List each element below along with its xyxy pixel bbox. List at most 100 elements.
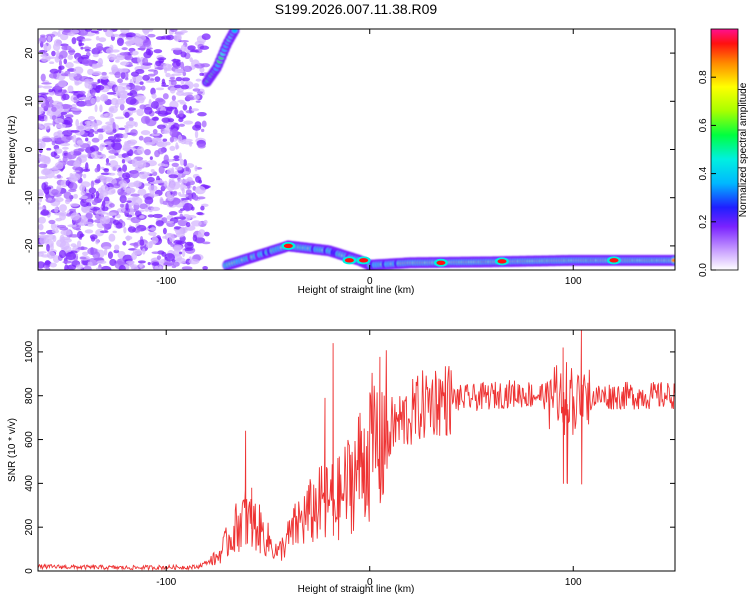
noise-speck — [167, 64, 173, 69]
noise-speck — [172, 190, 178, 196]
noise-speck — [153, 179, 165, 184]
noise-speck — [151, 116, 159, 121]
noise-speck — [94, 130, 99, 134]
noise-speck — [58, 29, 65, 32]
noise-speck — [128, 39, 140, 43]
noise-speck — [99, 216, 106, 225]
noise-speck — [38, 251, 47, 254]
noise-speck — [46, 251, 56, 259]
noise-speck — [87, 261, 93, 267]
noise-speck — [147, 69, 157, 72]
noise-speck — [165, 34, 175, 41]
noise-speck — [90, 97, 96, 105]
noise-speck — [164, 66, 168, 74]
noise-speck — [56, 111, 62, 117]
spectrogram-plot — [38, 29, 675, 270]
noise-speck — [55, 123, 66, 129]
noise-speck — [82, 251, 89, 256]
noise-speck — [80, 46, 84, 50]
noise-speck — [126, 214, 133, 218]
noise-speck — [170, 243, 175, 247]
noise-speck — [112, 183, 121, 189]
noise-speck — [125, 202, 129, 211]
noise-speck — [168, 211, 178, 216]
noise-speck — [46, 147, 52, 151]
noise-speck — [130, 193, 140, 197]
noise-speck — [107, 81, 116, 86]
noise-speck — [179, 158, 184, 166]
noise-speck — [110, 33, 120, 38]
noise-speck — [139, 215, 145, 219]
colorbar-ticks: 0.0 0.2 0.4 0.6 0.8 — [698, 70, 716, 277]
noise-speck — [125, 96, 137, 105]
noise-speck — [166, 220, 175, 224]
noise-speck — [39, 236, 47, 245]
noise-speck — [42, 85, 53, 89]
noise-speck — [83, 38, 92, 41]
noise-speck — [70, 150, 74, 155]
noise-speck — [75, 228, 82, 231]
noise-speck — [135, 81, 141, 85]
noise-speck — [185, 222, 191, 228]
noise-speck — [161, 130, 170, 134]
noise-speck — [60, 73, 69, 77]
noise-speck — [75, 119, 80, 128]
noise-speck — [128, 117, 134, 122]
noise-speck — [178, 110, 184, 118]
noise-speck — [120, 29, 130, 34]
noise-speck — [119, 203, 125, 208]
noise-speck — [181, 77, 191, 82]
peak-spot — [283, 243, 293, 249]
spectrogram-y-axis-label: Frequency (Hz) — [7, 116, 18, 185]
noise-speck — [180, 61, 185, 70]
noise-speck — [201, 33, 211, 40]
noise-speck — [90, 180, 95, 189]
noise-speck — [76, 140, 84, 144]
noise-speck — [151, 251, 160, 254]
y-tick-label: 0 — [24, 146, 35, 152]
noise-speck — [186, 180, 191, 189]
noise-speck — [152, 213, 163, 218]
noise-speck — [70, 130, 80, 133]
noise-speck — [170, 80, 177, 86]
noise-speck — [100, 75, 109, 80]
noise-speck — [136, 94, 146, 101]
noise-speck — [165, 141, 171, 146]
noise-speck — [38, 163, 48, 169]
noise-speck — [119, 103, 125, 111]
noise-speck — [47, 197, 52, 201]
y-tick-label: 600 — [24, 431, 35, 448]
peak-spot — [497, 259, 507, 264]
noise-speck — [151, 101, 159, 109]
noise-speck — [139, 264, 144, 267]
noise-speck — [163, 164, 169, 167]
noise-speck — [113, 138, 122, 143]
noise-speck — [80, 190, 86, 196]
snr-y-ticks: 0 200 400 600 800 1000 — [24, 340, 675, 574]
noise-speck — [124, 111, 130, 119]
noise-speck — [108, 172, 116, 176]
noise-speck — [154, 150, 161, 158]
noise-speck — [144, 106, 153, 115]
noise-speck — [164, 253, 176, 262]
noise-speck — [100, 94, 109, 102]
noise-speck — [127, 149, 134, 157]
noise-speck — [112, 121, 116, 131]
noise-speck — [127, 107, 137, 111]
noise-speck — [189, 57, 193, 63]
noise-speck — [144, 148, 151, 156]
noise-speck — [151, 261, 160, 266]
noise-speck — [201, 120, 207, 128]
noise-speck — [72, 134, 77, 143]
noise-speck — [38, 97, 46, 105]
noise-speck — [125, 120, 137, 127]
snr-plot — [38, 330, 675, 571]
noise-speck — [127, 182, 138, 188]
noise-speck — [137, 260, 146, 264]
noise-speck — [179, 39, 189, 43]
noise-speck — [49, 262, 57, 268]
noise-speck — [119, 93, 128, 100]
noise-speck — [111, 64, 119, 73]
noise-speck — [182, 65, 193, 73]
noise-speck — [173, 246, 182, 252]
